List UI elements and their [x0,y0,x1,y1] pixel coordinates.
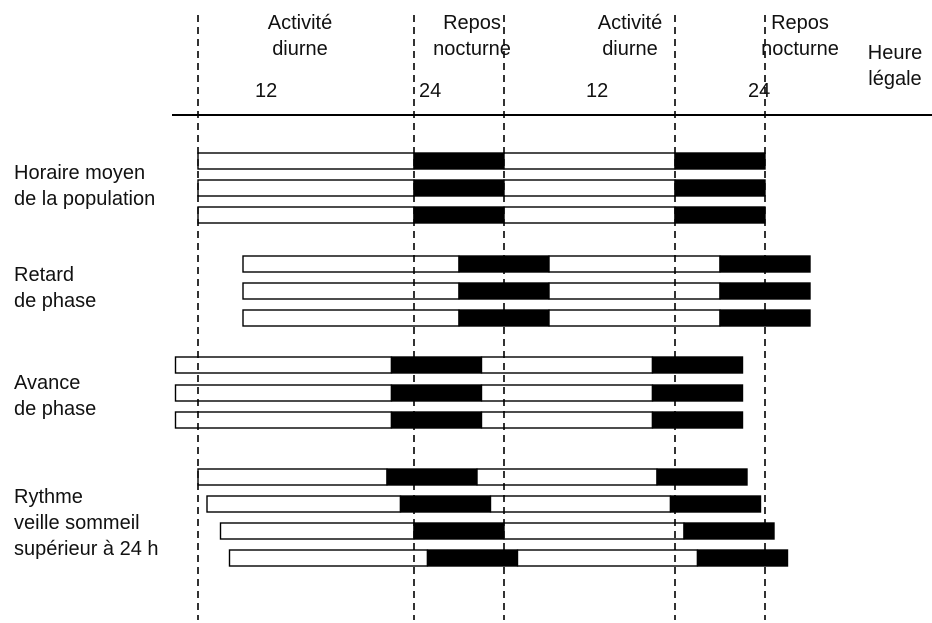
activity-segment [206,495,402,513]
activity-segment [174,411,393,429]
label-avance-line1: Avance [14,372,81,394]
activity-segment [228,549,429,567]
header-heure-line2: légale [868,68,922,90]
activity-segment [197,179,415,197]
activity-segment [197,468,388,486]
header-repos-nocturne-2: Repos nocturne [740,10,860,62]
label-retard-line2: de phase [14,290,97,312]
activity-segment [503,179,676,197]
activity-segment [548,255,721,273]
sleep-segment [683,522,775,540]
header-activite-line2: diurne [602,38,658,60]
tick-24-first: 24 [419,80,442,102]
header-repos-line2: nocturne [761,38,839,60]
activity-segment [548,282,721,300]
label-rythme-line3: supérieur à 24 h [14,538,159,560]
sleep-segment [674,206,766,224]
label-avance-line2: de phase [14,398,97,420]
activity-segment [242,282,460,300]
label-retard-line1: Retard [14,264,75,286]
sleep-segment [651,356,744,374]
activity-segment [503,152,676,170]
header-activite-line1: Activité [267,12,333,34]
activity-segment [174,356,393,374]
label-rythme-line2: veille sommeil [14,512,140,534]
sleep-segment [413,152,505,170]
header-repos-line1: Repos [443,12,501,34]
sleep-segment [390,384,483,402]
activity-segment [503,522,685,540]
sleep-segment [674,179,766,197]
label-avance-phase: Avance de phase [14,370,96,422]
activity-segment [219,522,415,540]
tick-24-second: 24 [748,80,771,102]
sleep-segment [651,411,744,429]
header-activite-line1: Activité [597,12,663,34]
activity-segment [242,255,460,273]
sleep-segment [413,179,505,197]
sleep-segment [413,522,505,540]
sleep-segment [656,468,748,486]
sleep-segment [386,468,478,486]
header-heure-legale: Heure légale [860,40,930,92]
label-horaire-line2: de la population [14,188,156,210]
tick-12-first: 12 [255,80,278,102]
label-rythme: Rythme veille sommeil supérieur à 24 h [14,484,159,562]
activity-segment [516,549,699,567]
header-repos-line2: nocturne [433,38,511,60]
label-horaire-moyen: Horaire moyen de la population [14,160,155,212]
activity-segment [489,495,672,513]
activity-segment [548,309,721,327]
activity-segment [242,309,460,327]
activity-segment [480,384,654,402]
activity-segment [503,206,676,224]
sleep-segment [674,152,766,170]
activity-segment [197,206,415,224]
header-activite-diurne-2: Activité diurne [560,10,700,62]
sleep-segment [413,206,505,224]
activity-segment [197,152,415,170]
tick-12-second: 12 [586,80,609,102]
activity-segment [174,384,393,402]
sleep-segment [390,356,483,374]
sleep-segment [696,549,789,567]
activity-segment [480,356,654,374]
header-activite-diurne-1: Activité diurne [230,10,370,62]
sleep-segment [390,411,483,429]
header-repos-nocturne-1: Repos nocturne [412,10,532,62]
activity-segment [480,411,654,429]
label-horaire-line1: Horaire moyen [14,162,146,184]
sleep-segment [651,384,744,402]
label-rythme-line1: Rythme [14,486,83,508]
header-activite-line2: diurne [272,38,328,60]
header-heure-line1: Heure [867,42,923,64]
label-retard-phase: Retard de phase [14,262,96,314]
sleep-segment [669,495,762,513]
header-repos-line1: Repos [771,12,829,34]
